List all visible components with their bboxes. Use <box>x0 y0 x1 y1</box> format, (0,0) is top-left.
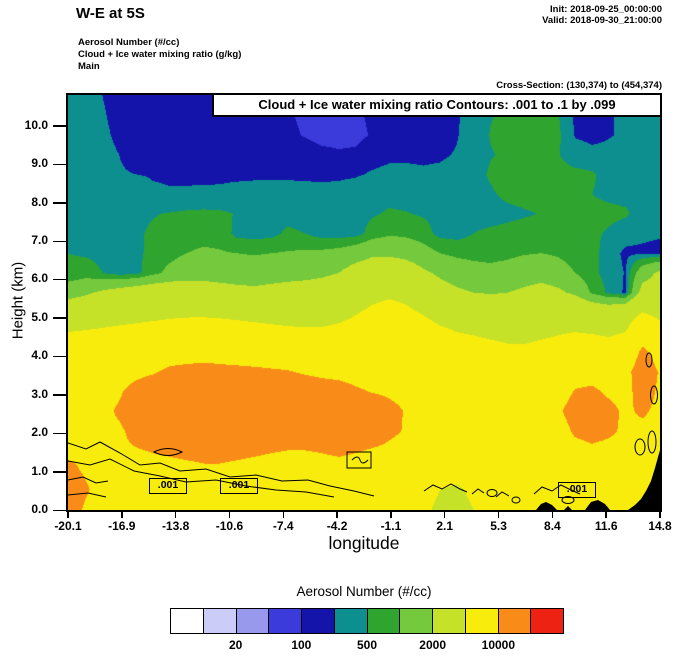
field-line-cloudice: Cloud + Ice water mixing ratio (g/kg) <box>78 49 242 60</box>
x-tick-mark <box>67 512 69 518</box>
contour-info-banner: Cloud + Ice water mixing ratio Contours:… <box>212 93 662 117</box>
y-tick-mark <box>53 394 66 396</box>
colorbar-tick-label: 20 <box>228 638 243 652</box>
y-tick-label: 4.0 <box>31 348 48 363</box>
y-tick-label: 7.0 <box>31 233 48 248</box>
y-tick-label: 6.0 <box>31 271 48 286</box>
x-tick-label: -13.8 <box>161 519 190 533</box>
x-tick-label: -20.1 <box>54 519 82 533</box>
y-tick-label: 10.0 <box>24 117 48 132</box>
x-tick-label: -7.4 <box>272 519 294 533</box>
field-line-domain: Main <box>78 61 100 72</box>
y-tick-label: 0.0 <box>31 502 48 516</box>
colorbar-cell <box>333 608 368 634</box>
x-tick-label: 14.8 <box>648 519 672 533</box>
x-tick-mark <box>121 512 123 518</box>
y-tick-mark <box>53 125 66 127</box>
x-axis: -20.1 -16.9 -13.8 -10.6 -7.4 -4.2 -1.1 2.1 5.3 8.… <box>54 512 672 552</box>
colorbar-cell <box>497 608 532 634</box>
colorbar-tick-label: 500 <box>356 638 378 652</box>
x-tick-label: 2.1 <box>436 519 454 533</box>
x-tick-label: -10.6 <box>215 519 244 533</box>
y-tick-mark <box>53 509 66 511</box>
y-tick-mark <box>53 355 66 358</box>
contour-label: .001 <box>220 478 258 494</box>
y-tick-mark <box>53 317 66 319</box>
colorbar-ticks: 20 100 500 2000 10000 <box>170 638 564 654</box>
x-tick-mark <box>336 512 338 518</box>
y-tick-label: 9.0 <box>31 156 48 171</box>
colorbar-cell <box>268 608 302 634</box>
y-tick-mark <box>53 432 66 435</box>
colorbar-cell <box>530 608 564 634</box>
contour-canvas <box>68 95 660 510</box>
colorbar-tick-label: 2000 <box>419 638 446 652</box>
colorbar <box>170 608 564 634</box>
colorbar-tick-label: 100 <box>291 638 312 652</box>
plot-area: Cloud + Ice water mixing ratio Contours:… <box>66 93 662 512</box>
contour-label: .001 <box>558 482 596 498</box>
y-tick-label: 5.0 <box>31 309 48 324</box>
colorbar-tick-label: 10000 <box>481 638 516 652</box>
x-tick-mark <box>551 512 554 518</box>
y-tick-mark <box>53 471 66 473</box>
colorbar-cell <box>301 608 335 634</box>
x-axis-title: longitude <box>328 533 400 553</box>
y-tick-label: 2.0 <box>31 425 48 440</box>
colorbar-cell <box>202 608 237 634</box>
y-tick-label: 1.0 <box>31 463 48 478</box>
x-tick-mark <box>228 512 231 518</box>
colorbar-cell <box>464 608 499 634</box>
cross-section-coords: Cross-Section: (130,374) to (454,374) <box>496 80 662 91</box>
y-tick-label: 8.0 <box>31 194 48 209</box>
x-tick-label: 11.6 <box>594 519 618 533</box>
x-tick-mark <box>659 512 661 518</box>
x-tick-mark <box>497 512 500 518</box>
x-tick-mark <box>174 512 177 518</box>
x-tick-label: -16.9 <box>108 519 136 533</box>
y-axis: 0.0 1.0 2.0 3.0 4.0 5.0 6.0 7.0 8.0 9.0 10.0 <box>0 95 66 516</box>
model-times: Init: 2018-09-25_00:00:00 Valid: 2018-09… <box>542 4 662 26</box>
field-line-aerosol: Aerosol Number (#/cc) <box>78 37 180 48</box>
x-tick-mark <box>282 512 285 518</box>
x-tick-mark <box>390 512 392 518</box>
x-tick-label: 5.3 <box>490 519 507 533</box>
page-title: W-E at 5S <box>76 5 145 22</box>
x-tick-mark <box>443 512 446 518</box>
y-tick-label: 3.0 <box>31 386 48 401</box>
x-tick-label: 8.4 <box>544 519 561 533</box>
colorbar-cell <box>366 608 401 634</box>
colorbar-title: Aerosol Number (#/cc) <box>296 584 432 599</box>
valid-time: Valid: 2018-09-30_21:00:00 <box>542 15 662 26</box>
colorbar-cell <box>432 608 466 634</box>
field-list: Aerosol Number (#/cc) Cloud + Ice water … <box>78 37 241 73</box>
x-tick-mark <box>605 512 607 518</box>
contour-label: .001 <box>149 478 187 494</box>
y-tick-mark <box>53 202 66 204</box>
init-time: Init: 2018-09-25_00:00:00 <box>550 4 662 15</box>
colorbar-cell <box>399 608 433 634</box>
x-tick-label: -4.2 <box>326 519 348 533</box>
y-tick-mark <box>53 240 66 243</box>
y-tick-mark <box>53 163 66 166</box>
x-tick-label: -1.1 <box>380 519 402 533</box>
colorbar-cell <box>170 608 204 634</box>
y-tick-mark <box>53 278 66 281</box>
colorbar-cell <box>235 608 270 634</box>
